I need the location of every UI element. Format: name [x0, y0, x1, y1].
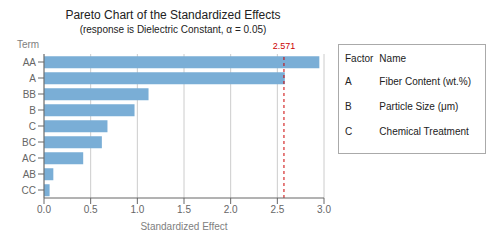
svg-text:C: C: [29, 121, 36, 132]
svg-text:0.0: 0.0: [37, 204, 51, 215]
html-text:Fiber Content (wt.%): Fiber Content (wt.%): [379, 76, 471, 87]
svg-text:AC: AC: [22, 153, 36, 164]
html-text:B: B: [345, 101, 352, 112]
html-text:Name: Name: [379, 53, 406, 64]
svg-text:A: A: [29, 73, 36, 84]
html-text:Factor: Factor: [345, 53, 374, 64]
svg-text:AA: AA: [23, 57, 37, 68]
svg-text:Term: Term: [17, 39, 39, 50]
svg-text:2.5: 2.5: [270, 204, 284, 215]
svg-text:1.0: 1.0: [130, 204, 144, 215]
html-text:Chemical Treatment: Chemical Treatment: [379, 126, 469, 137]
svg-text:Standardized Effect: Standardized Effect: [140, 221, 227, 232]
html-text:A: A: [345, 76, 352, 87]
svg-text:BB: BB: [23, 89, 37, 100]
svg-text:2.571: 2.571: [273, 41, 296, 51]
html-text:C: C: [345, 126, 353, 137]
svg-text:1.5: 1.5: [177, 204, 191, 215]
svg-text:BC: BC: [22, 137, 36, 148]
html-text:Pareto Chart of the Standardiz: Pareto Chart of the Standardized Effects: [65, 8, 281, 22]
svg-text:B: B: [29, 105, 36, 116]
html-text:(response is Dielectric Consta: (response is Dielectric Constant, α = 0.…: [79, 24, 267, 35]
svg-text:2.0: 2.0: [224, 204, 238, 215]
svg-text:0.5: 0.5: [84, 204, 98, 215]
svg-text:3.0: 3.0: [317, 204, 331, 215]
html-text:Particle Size (μm): Particle Size (μm): [379, 101, 459, 112]
svg-text:AB: AB: [23, 169, 37, 180]
svg-text:CC: CC: [22, 185, 36, 196]
